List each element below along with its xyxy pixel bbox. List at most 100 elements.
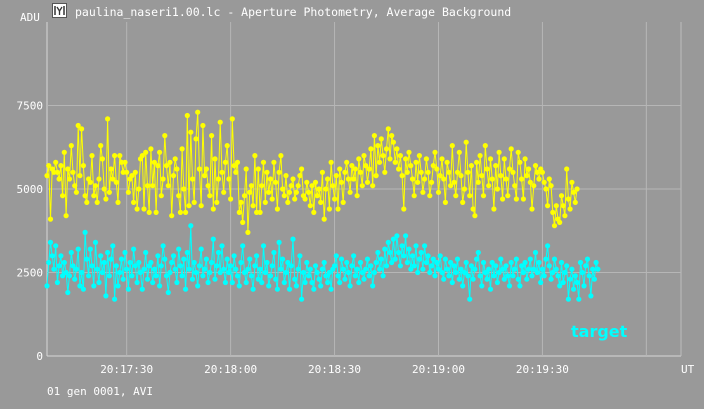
series-1-point [565,296,572,302]
series-1-point [117,269,123,276]
series-0-point [89,153,95,159]
series-1-point [449,279,455,286]
series-1-point [579,269,585,276]
series-1-point [144,276,151,282]
series-1-point [333,253,339,259]
series-1-point [99,269,105,276]
series-1-point [420,266,426,272]
series-1-point [143,249,149,256]
series-1-point [274,286,280,292]
series-0-point [453,193,459,199]
series-0-point [536,176,542,182]
series-1-point [380,273,386,279]
series-1-point [105,249,111,256]
series-0-point [543,186,549,192]
series-1-point [475,249,481,256]
series-0-point [214,199,220,205]
series-0-point [247,189,253,195]
series-0-point [432,149,438,155]
series-0-point [475,179,481,185]
series-0-point [131,199,137,205]
series-1-point [44,283,50,289]
series-0-point [429,179,435,185]
series-0-point [105,116,111,122]
series-1-point [347,283,353,289]
series-1-point [278,266,284,272]
series-1-point [184,249,190,256]
series-0-point [311,209,317,215]
series-0-point [517,159,523,165]
series-0-point [56,176,62,182]
series-1-point [131,246,137,252]
series-1-point [491,273,497,279]
series-0-point [446,169,452,175]
series-1-point [241,269,248,276]
series-0-point [207,193,213,199]
series-1-point [163,273,170,279]
series-1-point [259,279,265,286]
series-1-point [382,246,388,252]
series-1-point [318,283,324,289]
series-1-point [522,259,528,266]
x-tick-label: 20:19:30 [516,363,569,376]
series-1-point [236,283,242,289]
series-0-point [96,176,102,182]
series-1-point [541,273,547,279]
series-0-point [183,209,189,215]
series-1-point [576,296,582,302]
series-1-point [254,253,260,259]
series-1-point [591,276,598,282]
series-0-point [553,203,559,209]
series-0-point [307,203,313,209]
series-0-point [189,176,196,182]
series-0-point [387,156,393,162]
series-0-point [408,163,414,169]
y-tick-label: 0 [36,350,43,363]
series-0-point [53,159,59,165]
series-1-point [357,259,364,266]
series-0-point [92,183,99,189]
series-0-point [494,186,500,192]
series-1-point [392,256,398,262]
series-1-point [515,276,521,282]
series-0-point [565,196,572,202]
series-1-point [181,256,187,262]
y-axis-label: ADU [20,11,40,24]
series-0-point [262,199,268,205]
series-1-point [170,253,177,259]
series-0-point [458,173,464,179]
series-1-point [577,259,584,266]
series-1-point [437,253,443,259]
series-1-point [188,223,194,229]
x-tick-label: 20:18:30 [308,363,361,376]
series-0-point [461,186,468,192]
series-0-point [399,173,405,179]
series-1-point [286,286,293,292]
series-0-point [241,193,248,199]
series-0-point [437,173,443,179]
window-title: paulina_naseri1.00.lc - Aperture Photome… [75,5,511,19]
series-0-point [113,179,119,185]
series-1-point [120,276,126,282]
series-1-point [418,249,424,256]
series-1-point [176,246,182,252]
series-0-point [541,179,547,185]
x-tick-label: 20:18:00 [204,363,257,376]
series-1-point [179,273,185,279]
series-1-point [558,259,565,266]
series-0-point [539,169,546,175]
series-1-point [79,269,85,276]
series-1-point [508,259,514,266]
series-0-point [373,173,379,179]
series-1-point [125,286,131,292]
series-1-point [465,273,471,279]
series-1-point [546,263,552,269]
series-0-point [304,179,310,185]
series-0-point [165,183,171,189]
series-0-point [212,156,218,162]
series-0-point [456,149,462,155]
series-0-point [397,153,403,159]
series-0-point [468,163,474,169]
series-1-point [356,279,362,286]
series-0-point [269,196,275,202]
